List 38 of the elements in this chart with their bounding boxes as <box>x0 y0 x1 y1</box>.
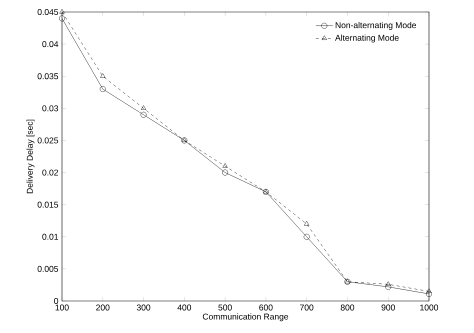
x-axis-title: Communication Range <box>202 313 288 322</box>
y-tick-label: 0.045 <box>38 9 58 15</box>
x-tick-label: 300 <box>136 304 150 311</box>
x-tick-label: 100 <box>56 304 69 311</box>
y-tick-label: 0.025 <box>38 137 58 144</box>
point <box>100 73 106 78</box>
legend-label: Non-alternating Mode <box>336 22 416 30</box>
x-tick-label: 1000 <box>420 304 438 311</box>
point <box>426 290 432 297</box>
point <box>385 284 392 290</box>
y-tick-label: 0.02 <box>42 170 58 176</box>
x-tick-label: 900 <box>382 304 395 311</box>
y-tick-label: 0.03 <box>42 105 58 112</box>
x-tick-label: 500 <box>218 304 232 311</box>
point <box>304 220 310 226</box>
point <box>140 105 146 110</box>
x-tick-label: 700 <box>300 304 314 311</box>
x-tick-label: 200 <box>96 304 110 311</box>
point <box>140 112 147 118</box>
y-tick-label: 0.04 <box>42 41 58 48</box>
y-axis-title: Delivery Delay [sec] <box>26 120 34 194</box>
point <box>304 234 310 240</box>
x-tick-label: 600 <box>259 304 273 311</box>
point <box>59 9 65 14</box>
x-tick-label: 800 <box>340 304 354 311</box>
x-tick-label: 400 <box>177 304 192 311</box>
point <box>426 288 432 293</box>
y-tick-label: 0.035 <box>38 73 58 80</box>
point <box>222 163 228 168</box>
point <box>59 15 65 22</box>
y-tick-label: 0.005 <box>38 266 58 272</box>
point <box>100 86 106 92</box>
y-tick-label: 0.015 <box>38 202 58 208</box>
legend-label: Alternating Mode <box>335 34 399 42</box>
y-tick-label: 0 <box>54 298 58 304</box>
y-tick-label: 0.01 <box>42 234 58 240</box>
point <box>222 170 228 176</box>
point <box>386 281 391 286</box>
